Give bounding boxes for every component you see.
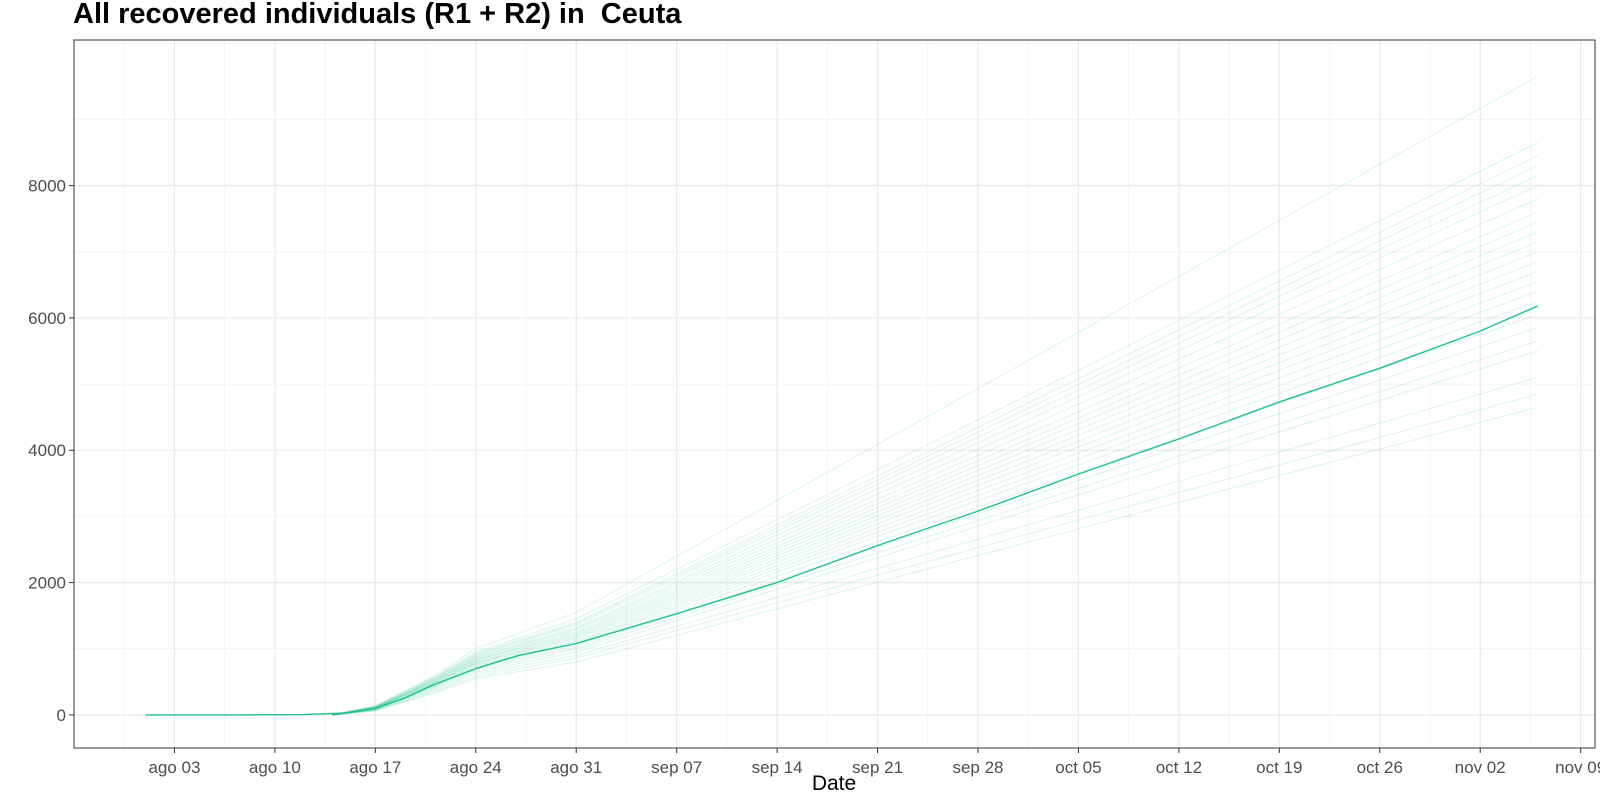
simulation-line (332, 340, 1538, 716)
x-axis: ago 03 ago 10 ago 17 ago 24 ago 31 sep 07 sep … (148, 748, 1600, 777)
simulation-line (332, 327, 1538, 716)
y-tick-label: 8000 (28, 177, 66, 196)
simulation-line (332, 165, 1538, 716)
x-tick-label: oct 19 (1256, 758, 1302, 777)
main-series-line (145, 305, 1538, 716)
simulation-line (332, 198, 1538, 716)
y-tick-label: 0 (57, 706, 66, 725)
y-tick-label: 4000 (28, 441, 66, 460)
x-tick-label: ago 03 (148, 758, 200, 777)
simulation-lines (332, 75, 1538, 716)
simulation-line (332, 175, 1538, 716)
simulation-line (332, 185, 1538, 716)
x-tick-label: oct 26 (1357, 758, 1403, 777)
x-tick-label: sep 14 (752, 758, 803, 777)
plot-panel-border (73, 39, 1596, 749)
x-tick-label: sep 07 (651, 758, 702, 777)
x-tick-label: oct 12 (1156, 758, 1202, 777)
simulation-line (332, 376, 1538, 716)
main-series (145, 305, 1538, 716)
simulation-line (332, 142, 1538, 716)
x-tick-label: oct 05 (1055, 758, 1101, 777)
y-tick-label: 6000 (28, 309, 66, 328)
simulation-line (332, 406, 1538, 716)
chart-title: All recovered individuals (R1 + R2) in C… (73, 0, 682, 30)
x-tick-label: sep 21 (852, 758, 903, 777)
x-tick-label: nov 09 (1555, 758, 1600, 777)
simulation-line (332, 75, 1538, 716)
x-axis-title: Date (812, 772, 856, 795)
y-axis: 0 2000 4000 6000 8000 (28, 177, 74, 725)
minor-gridlines (74, 40, 1595, 748)
simulation-line (332, 155, 1538, 716)
x-tick-label: ago 10 (249, 758, 301, 777)
x-tick-label: sep 28 (952, 758, 1003, 777)
x-tick-label: nov 02 (1455, 758, 1506, 777)
simulation-line (332, 350, 1538, 716)
x-tick-label: ago 31 (550, 758, 602, 777)
x-tick-label: ago 17 (349, 758, 401, 777)
x-tick-label: ago 24 (450, 758, 502, 777)
simulation-line (332, 393, 1538, 716)
major-gridlines (74, 40, 1595, 748)
y-tick-label: 2000 (28, 574, 66, 593)
